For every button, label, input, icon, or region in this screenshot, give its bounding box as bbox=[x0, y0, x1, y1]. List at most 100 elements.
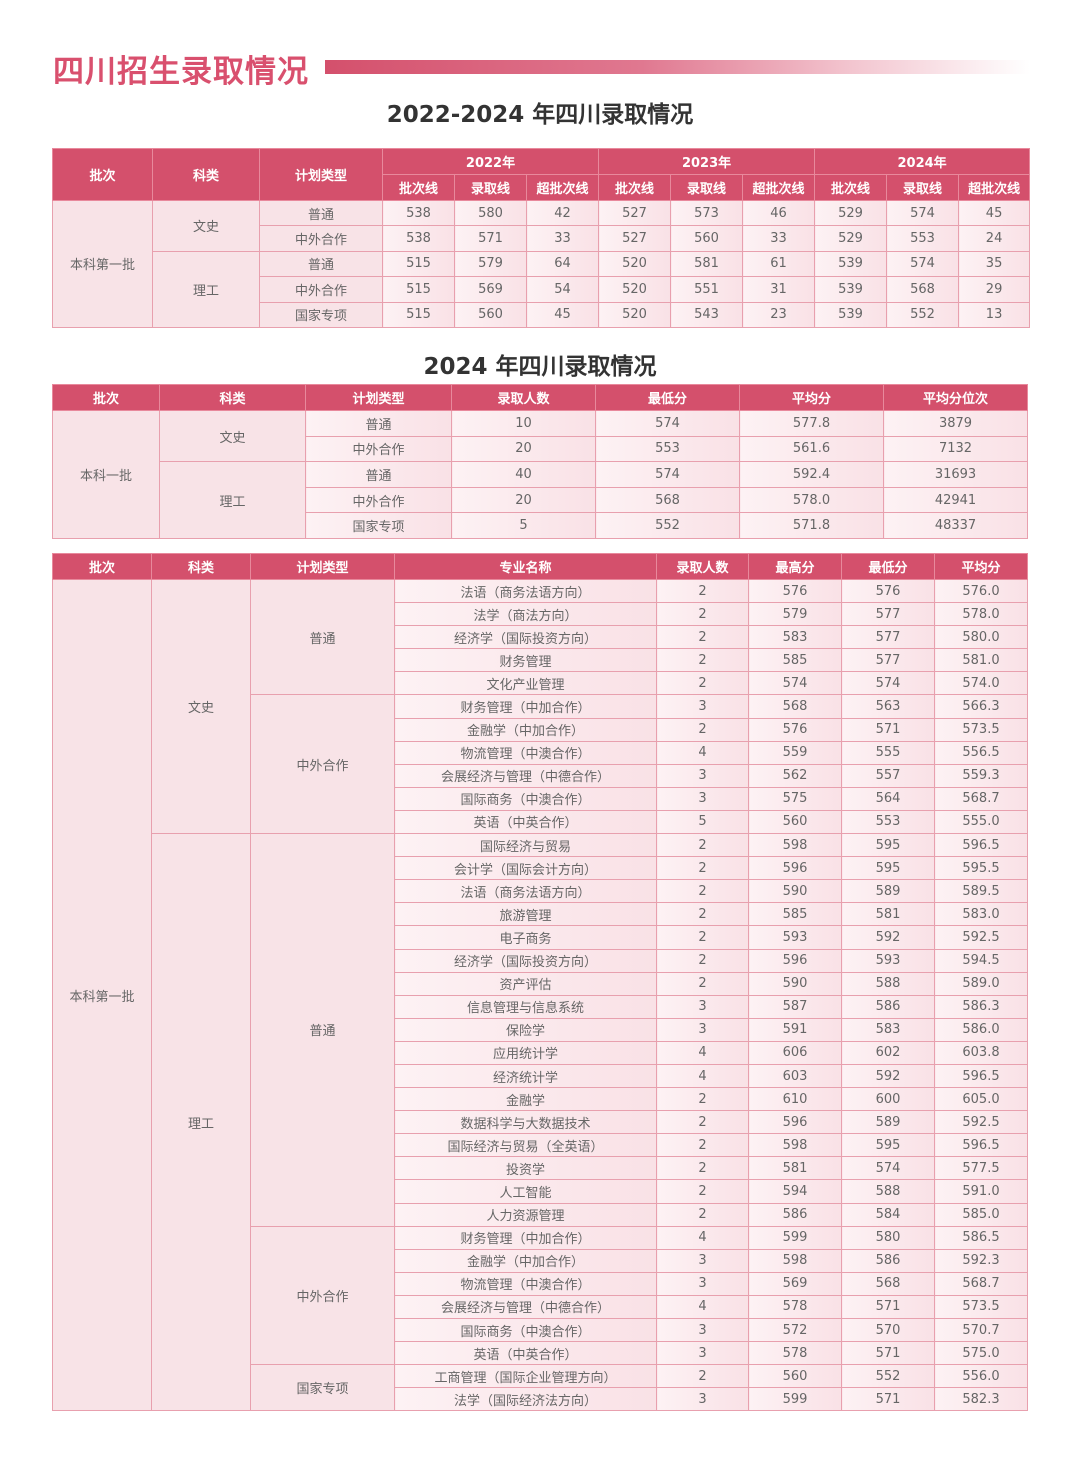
table-row: 国际商务（中澳合作） 3 572 570 570.7 bbox=[53, 1317, 1028, 1343]
table-cell: 580.0 bbox=[934, 625, 1028, 650]
table-cell: 573 bbox=[670, 199, 744, 227]
table-cell: 599 bbox=[748, 1387, 842, 1412]
group-cell: 普通 bbox=[250, 833, 395, 1227]
table-cell: 35 bbox=[958, 250, 1031, 278]
table-cell: 577 bbox=[841, 625, 935, 650]
table-cell: 596.5 bbox=[934, 833, 1028, 858]
table-row: 物流管理（中澳合作） 3 569 568 568.7 bbox=[53, 1271, 1028, 1296]
group-cell: 本科一批 bbox=[52, 410, 160, 539]
column-header: 平均分 bbox=[739, 384, 884, 411]
year-header: 2024年 bbox=[814, 148, 1031, 175]
table-cell: 中外合作 bbox=[305, 435, 452, 463]
table-cell: 586.5 bbox=[934, 1225, 1028, 1250]
table-cell: 553 bbox=[886, 225, 960, 252]
admission-table-2022-2024: 批次 科类 计划类型 2022年 2023年 2024年 批次线 录取线 超批次线 批次线 录取线超… bbox=[52, 148, 1031, 328]
table-cell: 13 bbox=[958, 301, 1031, 328]
table-cell: 583.0 bbox=[934, 902, 1028, 927]
table-cell: 606 bbox=[748, 1040, 842, 1065]
table-cell: 599 bbox=[748, 1225, 842, 1250]
table-cell: 575.0 bbox=[934, 1341, 1028, 1366]
column-header: 科类 bbox=[159, 384, 306, 411]
table-cell: 3 bbox=[656, 1017, 749, 1042]
table-row: 人工智能 2 594 588 591.0 bbox=[53, 1179, 1028, 1204]
table-cell: 543 bbox=[670, 301, 744, 328]
table-cell: 585 bbox=[748, 902, 842, 927]
header-row: 批次 科类 计划类型 2022年 2023年 2024年 bbox=[52, 148, 1031, 201]
table-cell: 573.5 bbox=[934, 717, 1028, 742]
table-cell: 经济学（国际投资方向） bbox=[394, 948, 657, 973]
table-cell: 577.5 bbox=[934, 1156, 1028, 1181]
table-cell: 593 bbox=[748, 925, 842, 950]
table-cell: 会计学（国际会计方向） bbox=[394, 856, 657, 881]
column-header: 批次 bbox=[52, 148, 153, 201]
table-row: 电子商务 2 593 592 592.5 bbox=[53, 925, 1028, 950]
column-header: 批次 bbox=[52, 384, 160, 411]
column-header: 最高分 bbox=[748, 553, 842, 580]
table-cell: 575 bbox=[748, 786, 842, 811]
table-cell: 555 bbox=[841, 740, 935, 765]
year-header: 2022年 bbox=[381, 148, 600, 175]
table-cell: 570.7 bbox=[934, 1317, 1028, 1343]
table-row: 金融学 2 610 600 605.0 bbox=[53, 1087, 1028, 1112]
table-cell: 589.0 bbox=[934, 971, 1028, 996]
table-cell: 574 bbox=[886, 199, 960, 227]
table-cell: 法学（国际经济法方向） bbox=[394, 1387, 657, 1412]
table-cell: 560 bbox=[454, 301, 527, 328]
table-cell: 经济统计学 bbox=[394, 1063, 657, 1089]
table-cell: 571 bbox=[841, 717, 935, 742]
table-row: 国际商务（中澳合作） 3 575 564 568.7 bbox=[53, 786, 1028, 811]
table1-title: 2022-2024 年四川录取情况 bbox=[386, 102, 694, 128]
table-cell: 571 bbox=[454, 225, 527, 252]
table-cell: 国际商务（中澳合作） bbox=[394, 1317, 657, 1343]
table-cell: 24 bbox=[958, 225, 1031, 252]
table-cell: 31693 bbox=[883, 461, 1028, 488]
group-cell: 本科第一批 bbox=[52, 200, 153, 328]
table-cell: 527 bbox=[598, 225, 672, 252]
table-row: 物流管理（中澳合作） 4 559 555 556.5 bbox=[53, 740, 1028, 765]
table-cell: 562 bbox=[748, 763, 842, 788]
table-row: 理工 普通 515 579 64 520 581 61 539 574 35 bbox=[53, 250, 1031, 328]
table-cell: 560 bbox=[670, 225, 744, 252]
table-cell: 574 bbox=[595, 461, 740, 488]
table-cell: 603 bbox=[748, 1063, 842, 1089]
table-cell: 信息管理与信息系统 bbox=[394, 994, 657, 1019]
table-cell: 588 bbox=[841, 1179, 935, 1204]
table-cell: 515 bbox=[382, 250, 455, 278]
table-cell: 568 bbox=[886, 276, 960, 303]
table-cell: 568 bbox=[748, 694, 842, 719]
table-cell: 2 bbox=[656, 1179, 749, 1204]
table-cell: 2 bbox=[656, 833, 749, 858]
table-row: 本科第一批 文史 普通 法语（商务法语方向） 2 576 576 576.0 bbox=[52, 578, 1028, 1412]
table-cell: 520 bbox=[598, 301, 672, 328]
table-row: 法学（商法方向） 2 579 577 578.0 bbox=[53, 602, 1028, 627]
table-cell: 592.4 bbox=[739, 461, 884, 488]
table-cell: 596.5 bbox=[934, 1133, 1028, 1158]
table-row: 旅游管理 2 585 581 583.0 bbox=[53, 902, 1028, 927]
table-row: 本科一批 文史 普通 10 574 577.8 3879 bbox=[52, 409, 1028, 539]
table-cell: 人力资源管理 bbox=[394, 1202, 657, 1227]
table-cell: 529 bbox=[814, 199, 888, 227]
table-cell: 596 bbox=[748, 856, 842, 881]
table-row: 中外合作 515 569 54 520 551 31 539 568 29 bbox=[53, 276, 1031, 303]
column-header: 超批次线 bbox=[958, 174, 1031, 201]
table-cell: 2 bbox=[656, 971, 749, 996]
table-cell: 金融学 bbox=[394, 1087, 657, 1112]
column-header: 录取人数 bbox=[451, 384, 596, 411]
table-cell: 605.0 bbox=[934, 1087, 1028, 1112]
table-cell: 10 bbox=[451, 410, 596, 437]
table-cell: 581 bbox=[670, 250, 744, 278]
table-row: 会展经济与管理（中德合作） 4 578 571 573.5 bbox=[53, 1294, 1028, 1320]
table-cell: 电子商务 bbox=[394, 925, 657, 950]
table-cell: 574.0 bbox=[934, 671, 1028, 696]
table-row: 信息管理与信息系统 3 587 586 586.3 bbox=[53, 994, 1028, 1019]
table-cell: 会展经济与管理（中德合作） bbox=[394, 763, 657, 788]
table-cell: 2 bbox=[656, 1364, 749, 1389]
table-cell: 592 bbox=[841, 1063, 935, 1089]
table-row: 国家专项 5 552 571.8 48337 bbox=[53, 512, 1028, 539]
table-cell: 572 bbox=[748, 1317, 842, 1343]
table-cell: 40 bbox=[451, 461, 596, 488]
table-cell: 552 bbox=[595, 512, 740, 539]
table-cell: 4 bbox=[656, 1294, 749, 1320]
table-cell: 财务管理 bbox=[394, 648, 657, 673]
column-header: 批次线 bbox=[598, 174, 672, 201]
